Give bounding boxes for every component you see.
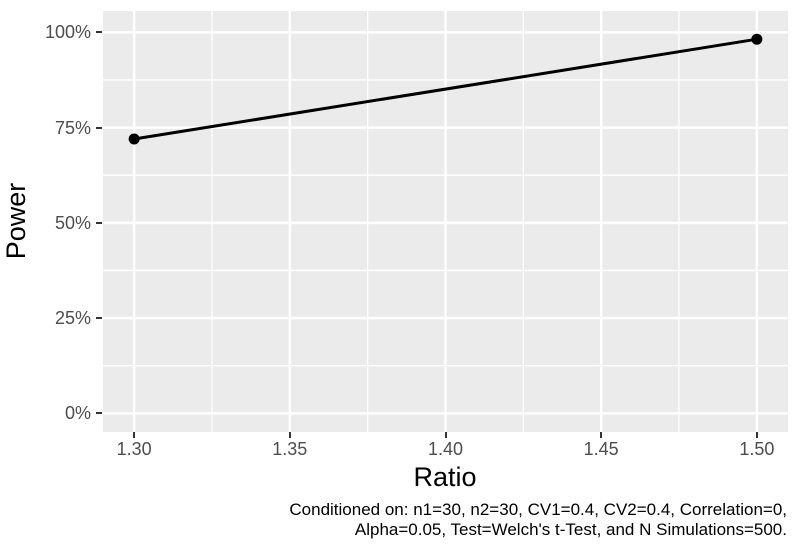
y-tick-mark [96, 126, 102, 129]
y-tick-mark [96, 31, 102, 34]
y-tick-label: 0% [64, 403, 91, 424]
x-tick-label: 1.40 [427, 439, 464, 459]
caption-line-2: Alpha=0.05, Test=Welch's t-Test, and N S… [354, 520, 787, 539]
plot-canvas [103, 11, 788, 432]
x-tick-mark [288, 432, 291, 438]
y-tick-label: 50% [54, 212, 91, 233]
x-tick-mark [600, 432, 603, 438]
plot-caption: Conditioned on: n1=30, n2=30, CV1=0.4, C… [289, 500, 787, 540]
x-tick-mark [133, 432, 136, 438]
x-axis-title: Ratio [413, 462, 477, 492]
x-tick-label: 1.50 [739, 439, 775, 459]
x-tick-label: 1.30 [116, 439, 152, 459]
y-tick-mark [96, 412, 102, 415]
series-line-power [133, 37, 758, 141]
plot-panel [103, 11, 788, 432]
y-tick-label: 75% [54, 117, 91, 138]
y-tick-label: 25% [54, 308, 91, 329]
caption-line-1: Conditioned on: n1=30, n2=30, CV1=0.4, C… [289, 500, 787, 519]
y-tick-label: 100% [44, 22, 91, 43]
data-point [128, 133, 140, 145]
data-point [751, 33, 763, 45]
y-tick-mark [96, 221, 102, 224]
x-tick-mark [444, 432, 447, 438]
x-tick-label: 1.35 [272, 439, 308, 459]
x-tick-mark [755, 432, 758, 438]
x-tick-label: 1.45 [583, 439, 619, 459]
y-tick-mark [96, 317, 102, 320]
